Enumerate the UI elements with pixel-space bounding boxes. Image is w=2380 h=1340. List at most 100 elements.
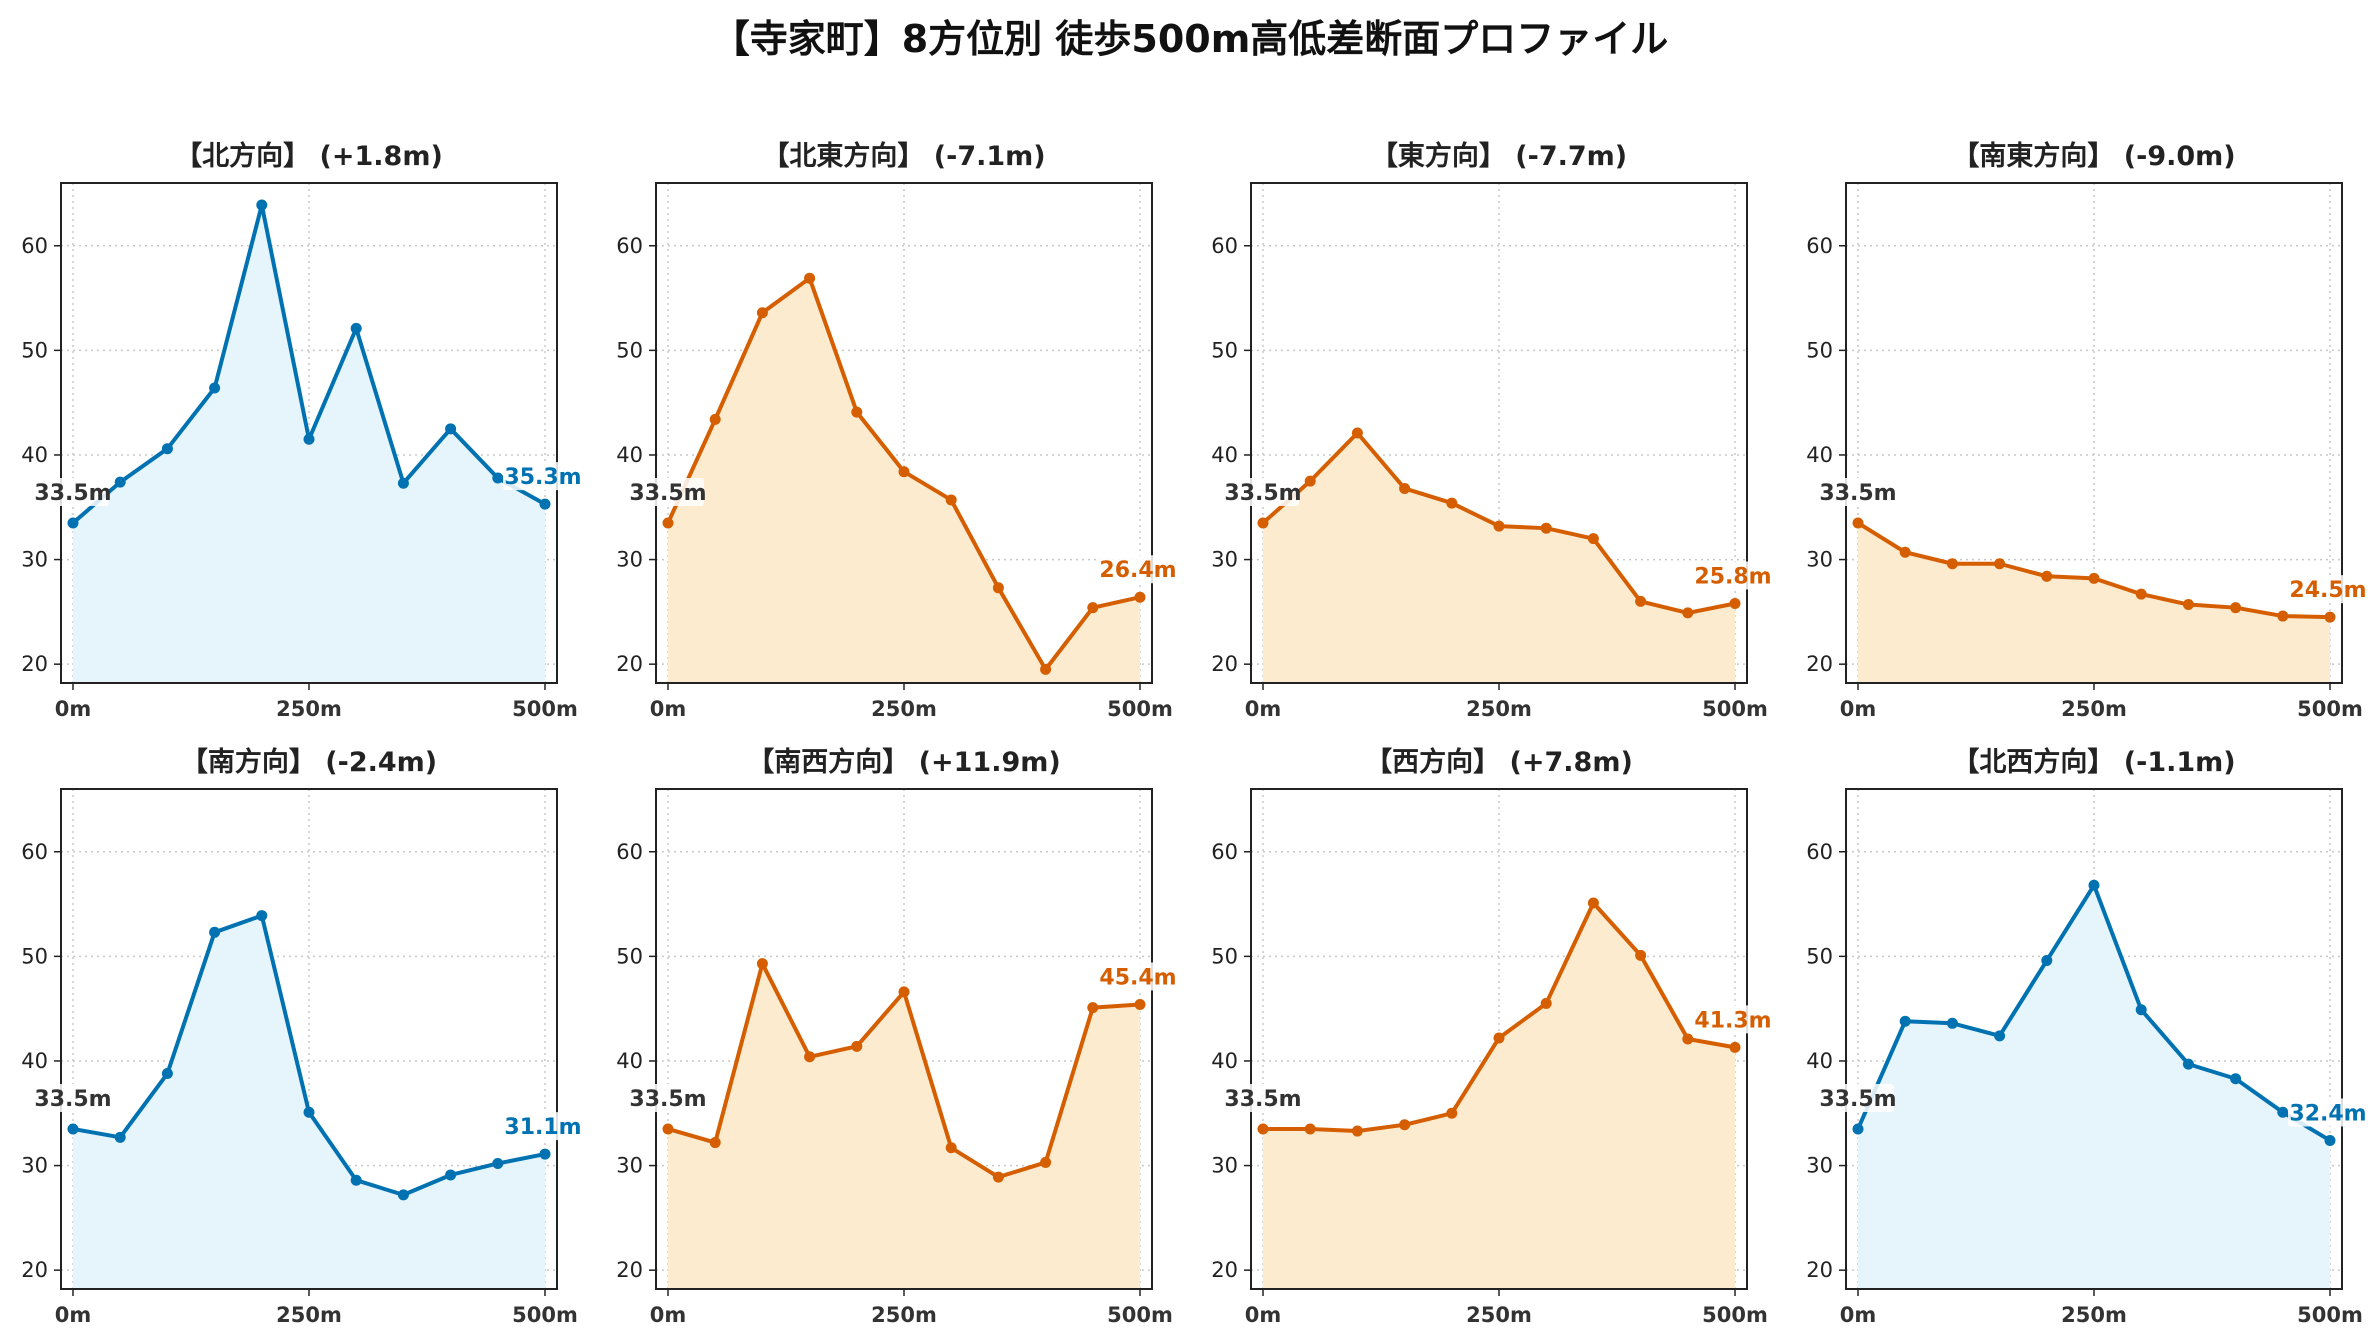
data-point — [67, 517, 79, 529]
x-tick-label: 500m — [2297, 1303, 2363, 1327]
y-tick-label: 50 — [1806, 338, 1833, 362]
x-tick-label: 500m — [1107, 697, 1173, 721]
data-point — [303, 433, 315, 445]
data-point — [539, 1148, 551, 1160]
end-label: 32.4m — [2289, 1101, 2366, 1126]
y-tick-label: 30 — [1211, 548, 1238, 572]
data-point — [945, 494, 957, 506]
data-point — [397, 477, 409, 489]
x-tick-label: 0m — [55, 697, 92, 721]
data-point — [161, 1068, 173, 1080]
end-label: 26.4m — [1099, 558, 1176, 583]
area-fill — [668, 278, 1140, 683]
y-tick-label: 60 — [21, 840, 48, 864]
data-point — [539, 498, 551, 510]
subplot-5: 20 30 40 50 60 0m 250m 500m 【南方向】 (-2.4m) 33.5m 31… — [21, 746, 581, 1327]
data-point — [350, 322, 362, 334]
data-point — [1946, 558, 1958, 570]
data-point — [2230, 602, 2242, 614]
y-tick-label: 20 — [616, 652, 643, 676]
subplot-title: 【西方向】 (+7.8m) — [1365, 746, 1633, 778]
data-point — [992, 582, 1004, 594]
data-point — [256, 910, 268, 922]
y-tick-label: 60 — [1211, 234, 1238, 258]
end-label-bg — [503, 1112, 581, 1141]
data-point — [1134, 998, 1146, 1010]
end-label: 25.8m — [1694, 565, 1771, 590]
y-tick-label: 20 — [1806, 1258, 1833, 1282]
y-tick-label: 20 — [1806, 652, 1833, 676]
data-point — [445, 423, 457, 435]
x-tick-label: 250m — [2061, 1303, 2127, 1327]
subplot-title: 【南東方向】 (-9.0m) — [1952, 140, 2235, 172]
data-point — [1446, 497, 1458, 509]
subplot-title: 【南方向】 (-2.4m) — [181, 746, 437, 778]
data-point — [1540, 997, 1552, 1009]
data-point — [2041, 955, 2053, 967]
subplot-7: 20 30 40 50 60 0m 250m 500m 【西方向】 (+7.8m) 33.5m 41… — [1211, 746, 1771, 1327]
end-label-bg — [503, 462, 581, 491]
data-point — [1729, 598, 1741, 610]
data-point — [1587, 533, 1599, 545]
y-tick-label: 50 — [1806, 944, 1833, 968]
y-tick-label: 30 — [616, 1154, 643, 1178]
data-point — [1304, 1123, 1316, 1135]
data-point — [1399, 482, 1411, 494]
y-tick-label: 50 — [21, 338, 48, 362]
data-point — [1682, 1033, 1694, 1045]
data-point — [2230, 1073, 2242, 1085]
data-point — [2182, 599, 2194, 611]
data-point — [2135, 1004, 2147, 1016]
start-label-bg — [1233, 1083, 1299, 1112]
y-tick-label: 30 — [1806, 548, 1833, 572]
data-point — [756, 958, 768, 970]
x-tick-label: 250m — [2061, 697, 2127, 721]
y-tick-label: 40 — [21, 1049, 48, 1073]
y-tick-label: 40 — [616, 443, 643, 467]
subplot-title: 【北東方向】 (-7.1m) — [762, 140, 1045, 172]
data-point — [709, 1137, 721, 1149]
data-point — [1899, 1015, 1911, 1027]
x-tick-label: 500m — [1702, 697, 1768, 721]
subplot-4: 20 30 40 50 60 0m 250m 500m 【南東方向】 (-9.0m) 33.5m 2… — [1806, 140, 2366, 721]
area-fill — [1858, 522, 2330, 683]
data-point — [492, 472, 504, 484]
data-point — [114, 1131, 126, 1143]
area-fill — [1858, 885, 2330, 1289]
x-tick-label: 250m — [1466, 1303, 1532, 1327]
data-point — [1635, 595, 1647, 607]
data-point — [2088, 879, 2100, 891]
y-tick-label: 40 — [1211, 443, 1238, 467]
area-fill — [1263, 903, 1735, 1289]
start-label: 33.5m — [1224, 481, 1301, 506]
data-point — [851, 406, 863, 418]
y-tick-label: 60 — [616, 234, 643, 258]
data-point — [256, 199, 268, 211]
start-label: 33.5m — [1224, 1087, 1301, 1112]
data-point — [1134, 591, 1146, 603]
y-tick-label: 60 — [21, 234, 48, 258]
x-tick-label: 0m — [650, 697, 687, 721]
data-point — [1087, 602, 1099, 614]
data-point — [1493, 1032, 1505, 1044]
figure-title: 【寺家町】8方位別 徒歩500m高低差断面プロファイル — [711, 17, 1669, 61]
y-tick-label: 20 — [21, 1258, 48, 1282]
start-label: 33.5m — [34, 481, 111, 506]
x-tick-label: 0m — [1840, 1303, 1877, 1327]
y-tick-label: 40 — [1211, 1049, 1238, 1073]
end-label-bg — [1693, 1005, 1771, 1034]
data-point — [2041, 570, 2053, 582]
area-fill — [1263, 433, 1735, 683]
y-tick-label: 30 — [21, 1154, 48, 1178]
data-point — [492, 1157, 504, 1169]
start-label: 33.5m — [629, 1087, 706, 1112]
subplot-6: 20 30 40 50 60 0m 250m 500m 【南西方向】 (+11.9m) 33.5m… — [616, 746, 1176, 1327]
end-label-bg — [1098, 962, 1176, 991]
data-point — [2182, 1058, 2194, 1070]
end-label-bg — [2288, 575, 2366, 604]
data-point — [662, 517, 674, 529]
data-point — [161, 443, 173, 455]
y-tick-label: 40 — [616, 1049, 643, 1073]
start-label: 33.5m — [1819, 481, 1896, 506]
data-point — [1493, 520, 1505, 532]
